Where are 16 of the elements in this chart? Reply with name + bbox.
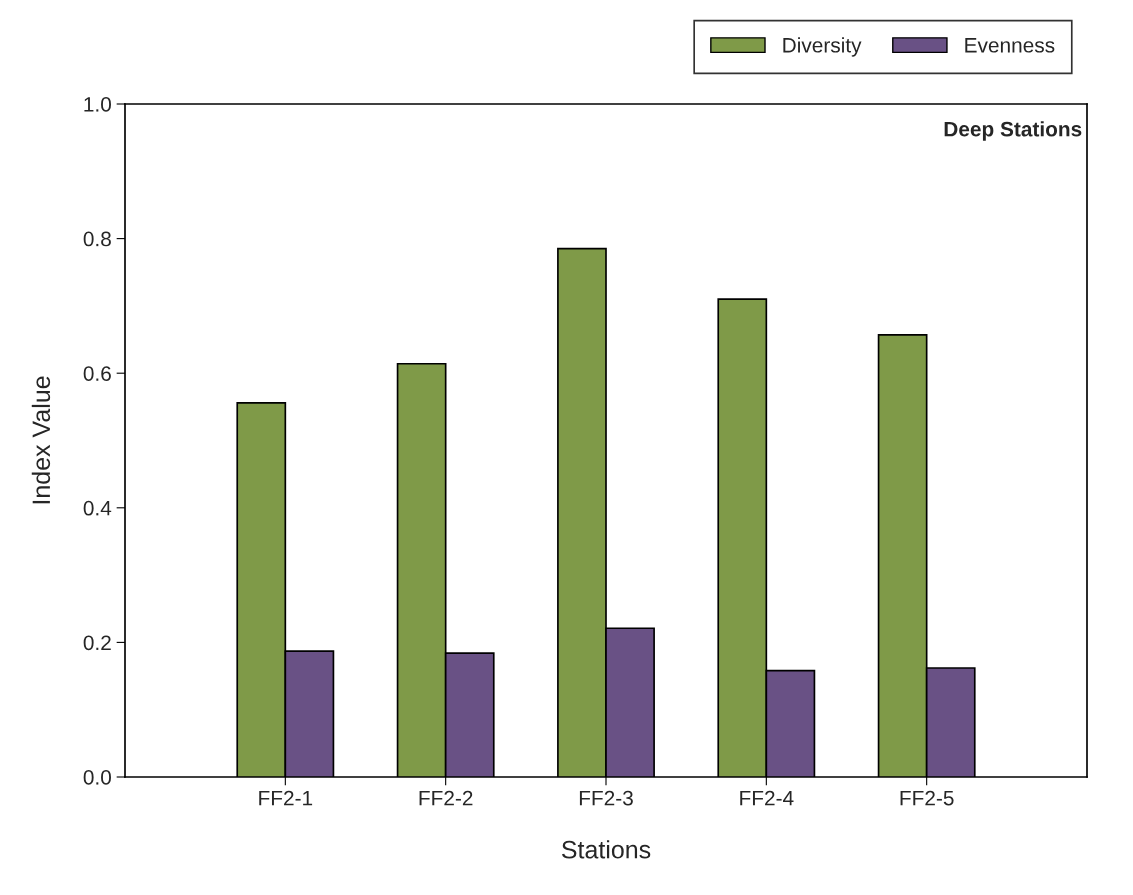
y-tick-label: 0.2 <box>83 635 111 651</box>
y-tick-label: 0.4 <box>83 500 112 516</box>
text: Deep Stations <box>944 121 1082 141</box>
y-tick-label: 1.0 <box>84 97 111 112</box>
y-tick-label: 0.8 <box>83 231 111 247</box>
legend-label: Diversity <box>783 37 862 57</box>
x-tick-label: FF2-2 <box>419 790 473 806</box>
x-tick-label: FF2-1 <box>259 790 313 806</box>
y-tick-label: 0.6 <box>83 366 111 381</box>
x-tick-label: FF2-3 <box>579 790 633 806</box>
x-axis-title: Stations <box>561 840 651 859</box>
legend-label: Evenness <box>965 38 1055 53</box>
x-tick-label: FF2-5 <box>900 790 954 806</box>
x-tick-label: FF2-4 <box>740 790 794 806</box>
y-tick-label: 0.0 <box>83 770 111 785</box>
y-axis-title: Index Value <box>31 376 51 504</box>
